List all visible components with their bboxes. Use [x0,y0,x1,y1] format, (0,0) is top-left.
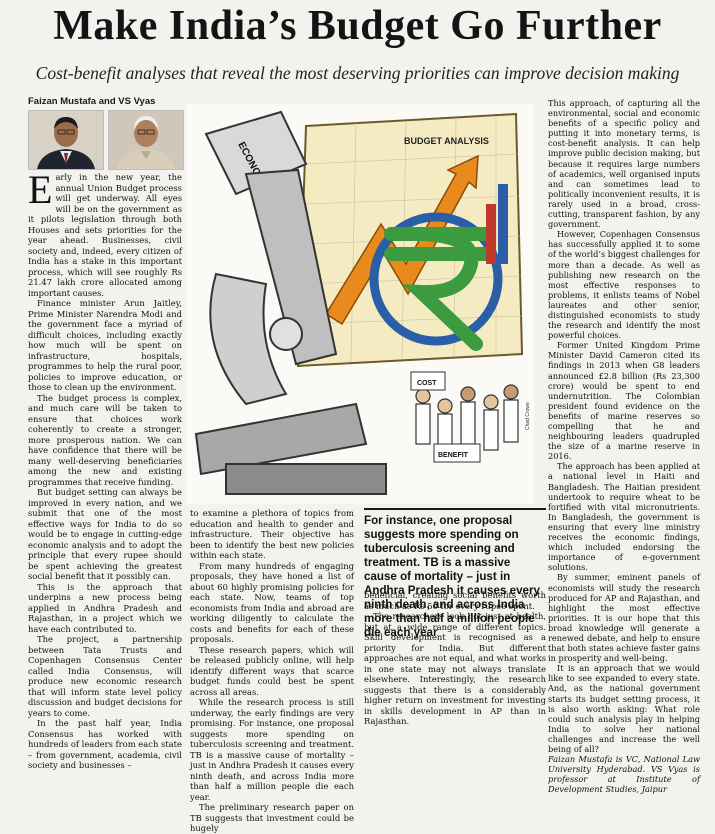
benefit-sign: BENEFIT [433,443,481,463]
board-title: BUDGET ANALYSIS [404,136,489,146]
dropcap: E [28,167,53,212]
paragraph: The approach has been applied at a natio… [548,461,700,573]
illustration: BUDGET ANALYSIS ECONOMIC RESEARCH [186,104,534,504]
budget-analysis-board: BUDGET ANALYSIS [296,112,524,368]
article-column-3: beneficial, creating social benefits wor… [364,590,546,727]
paragraph: The budget process is complex, and much … [28,392,182,487]
paragraph: In the past half year, India Consensus h… [28,718,182,770]
paragraph: The researchers look not just at health,… [364,611,546,726]
byline: Faizan Mustafa and VS Vyas [28,96,156,107]
paragraph: The preliminary research paper on TB sug… [190,802,354,833]
paragraph: Finance minister Arun Jaitley, Prime Min… [28,298,182,392]
article-column-2: to examine a plethora of topics from edu… [190,508,354,834]
article-column-4: This approach, of capturing all the envi… [548,98,700,794]
svg-text:COST: COST [417,380,437,387]
paragraph: It is an approach that we would like to … [548,663,700,754]
author-photo-vs-vyas [108,110,184,170]
paragraph: From many hundreds of engaging proposals… [190,560,354,645]
paragraph: to examine a plethora of topics from edu… [190,508,354,560]
cost-sign: COST [410,371,446,391]
author-photo-faizan-mustafa [28,110,104,170]
paragraph: But budget setting can always be improve… [28,487,182,581]
headline: Make India’s Budget Go Further [53,3,662,49]
paragraph: However, Copenhagen Consensus has succes… [548,229,700,341]
paragraph: beneficial, creating social benefits wor… [364,590,546,611]
paragraph: By summer, eminent panels of economists … [548,572,700,664]
paragraph: The project, a partnership between Tata … [28,634,182,718]
svg-text:BENEFIT: BENEFIT [438,452,469,459]
author-note: Faizan Mustafa is VC, National Law Unive… [548,754,700,795]
illustration-credit: Chad Crowe [525,402,531,430]
paragraph: This is the approach that underpins a ne… [28,581,182,634]
paragraph: These research papers, which will be rel… [190,644,354,697]
microscope: ECONOMIC RESEARCH [194,110,387,495]
paragraph: Former United Kingdom Prime Minister Dav… [548,340,700,462]
pull-quote: For instance, one proposal suggests more… [364,508,546,640]
standfirst: Cost-benefit analyses that reveal the mo… [35,63,680,83]
paragraph: This approach, of capturing all the envi… [548,98,700,230]
paragraph: While the research process is still unde… [190,697,354,802]
